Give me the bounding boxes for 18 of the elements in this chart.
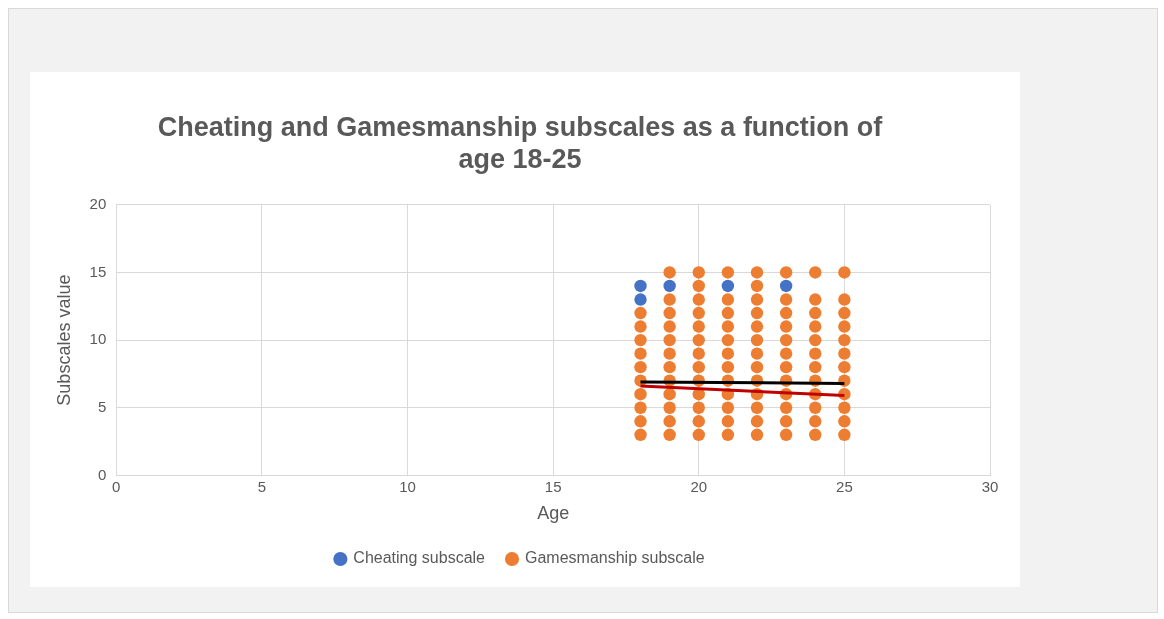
x-tick-label: 0 xyxy=(112,477,121,495)
y-axis-title: Subscales value xyxy=(53,274,74,406)
y-tick-label: 5 xyxy=(97,397,107,415)
text: age 18-25 xyxy=(458,144,582,175)
y-tick-label: 0 xyxy=(97,465,107,483)
x-tick-label: 30 xyxy=(981,477,999,495)
x-tick-label: 20 xyxy=(690,477,708,495)
x-axis-title: Age xyxy=(537,503,570,524)
text: Cheating and Gamesmanship subscales as a function of xyxy=(157,111,883,142)
x-tick-label: 25 xyxy=(836,477,853,495)
x-tick-label: 10 xyxy=(399,477,416,495)
x-tick-label: 15 xyxy=(544,477,562,495)
x-tick-label: 5 xyxy=(257,477,267,495)
y-tick-label: 15 xyxy=(89,262,107,280)
legend-label: Cheating subscale xyxy=(353,549,486,567)
y-tick-label: 20 xyxy=(89,194,107,212)
legend-label: Gamesmanship subscale xyxy=(525,549,705,567)
y-tick-label: 10 xyxy=(89,330,107,348)
